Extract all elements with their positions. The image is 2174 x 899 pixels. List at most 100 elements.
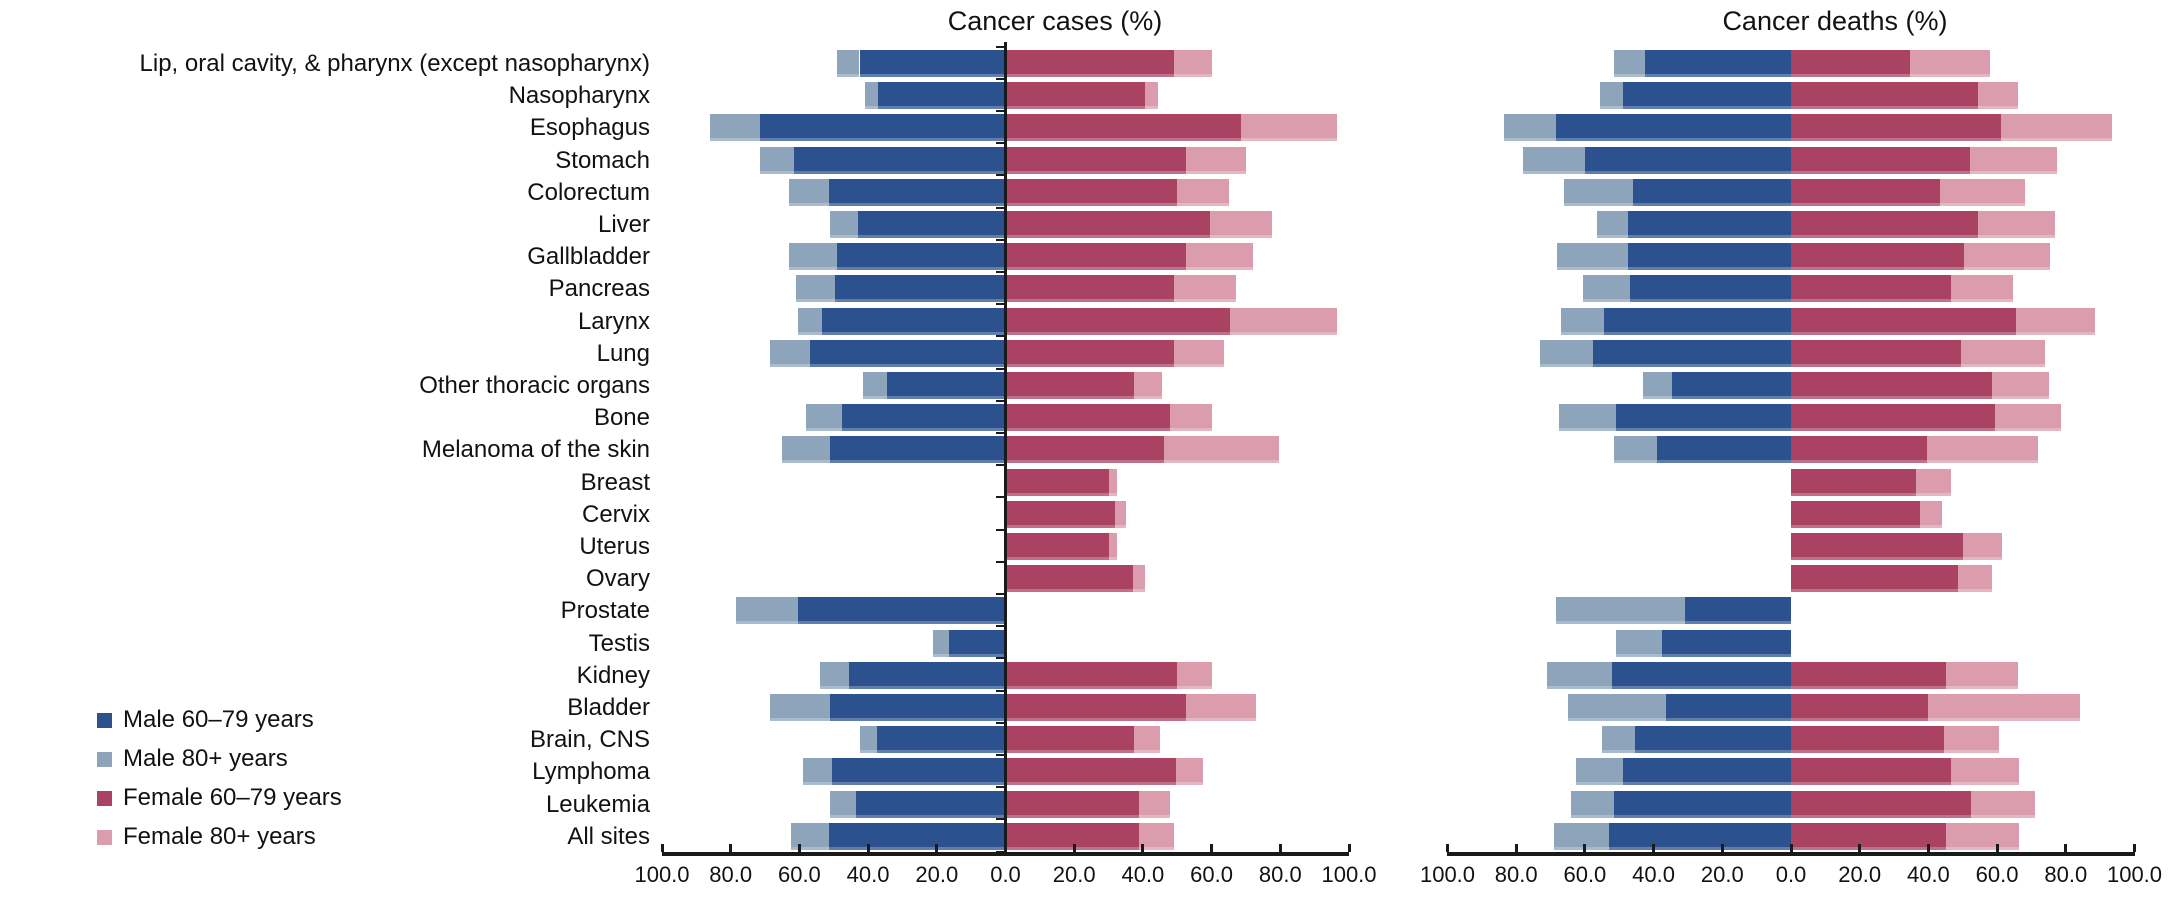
bar-female-80plus — [1108, 468, 1118, 496]
x-axis-tick — [1210, 844, 1214, 852]
bar-male-80plus — [1540, 339, 1594, 367]
bar-female-80plus — [1173, 275, 1236, 303]
bar-female-60-79 — [1005, 50, 1174, 77]
x-axis-tick — [1514, 844, 1518, 852]
bar-female-60-79 — [1005, 565, 1133, 593]
bar-male-80plus — [1583, 275, 1630, 303]
bar-female-60-79 — [1005, 726, 1135, 754]
bar-female-60-79 — [1791, 114, 2001, 142]
x-axis-tick — [729, 844, 733, 852]
bar-female-60-79 — [1791, 822, 1946, 850]
category-label: Colorectum — [527, 178, 650, 206]
bar-male-80plus — [770, 694, 831, 721]
bar-male-60-79 — [1615, 404, 1791, 432]
row-tick-stub — [996, 45, 1005, 48]
bar-female-60-79 — [1791, 758, 1951, 786]
category-label: Larynx — [577, 307, 650, 335]
row-tick-stub — [996, 303, 1005, 306]
bar-male-80plus — [830, 211, 858, 238]
x-axis-tick-label: 60.0 — [1563, 862, 1607, 887]
bar-male-80plus — [1614, 50, 1645, 77]
bar-female-80plus — [1139, 822, 1174, 850]
bar-male-60-79 — [830, 436, 1006, 464]
bar-male-80plus — [933, 629, 949, 657]
category-label: Leukemia — [545, 790, 650, 818]
bar-female-60-79 — [1791, 146, 1970, 174]
bar-male-60-79 — [837, 243, 1006, 271]
x-axis-tick — [797, 844, 801, 852]
legend-label: Female 80+ years — [123, 823, 316, 850]
bar-female-60-79 — [1005, 468, 1109, 496]
bar-female-60-79 — [1005, 82, 1145, 110]
bar-male-80plus — [1557, 243, 1628, 271]
row-tick-stub — [996, 77, 1005, 80]
x-axis-tick-label: 80.0 — [1258, 862, 1302, 887]
bar-male-60-79 — [1672, 372, 1791, 399]
bar-male-60-79 — [886, 372, 1006, 399]
row-tick-stub — [996, 174, 1005, 177]
bar-male-60-79 — [1684, 597, 1791, 625]
bar-male-60-79 — [1614, 790, 1791, 818]
male-80-swatch-icon — [97, 752, 112, 767]
bar-female-80plus — [1971, 790, 2035, 818]
row-tick-stub — [996, 560, 1005, 563]
bar-female-80plus — [1991, 372, 2049, 399]
bar-female-80plus — [1950, 758, 2020, 786]
bar-male-80plus — [1564, 178, 1633, 206]
bar-female-80plus — [1177, 178, 1229, 206]
bar-female-60-79 — [1791, 307, 2016, 335]
bar-female-80plus — [1108, 533, 1118, 560]
category-label: Other thoracic organs — [419, 372, 650, 399]
x-axis-tick — [1347, 844, 1351, 852]
bar-female-80plus — [1940, 178, 2025, 206]
x-axis-tick-label: 0.0 — [990, 862, 1021, 887]
row-tick-stub — [996, 399, 1005, 402]
bar-female-60-79 — [1005, 661, 1178, 689]
bar-female-80plus — [1177, 661, 1212, 689]
bar-female-80plus — [1170, 404, 1212, 432]
bar-female-80plus — [1945, 822, 2020, 850]
bar-female-60-79 — [1005, 211, 1210, 238]
bar-female-80plus — [1163, 436, 1279, 464]
bar-female-80plus — [2015, 307, 2095, 335]
bar-female-60-79 — [1005, 339, 1174, 367]
bar-male-80plus — [830, 790, 857, 818]
bar-female-60-79 — [1005, 275, 1174, 303]
bar-male-60-79 — [1665, 694, 1791, 721]
bar-male-60-79 — [832, 758, 1006, 786]
x-axis-tick-label: 100.0 — [1321, 862, 1377, 887]
bar-male-60-79 — [1627, 243, 1791, 271]
bar-male-60-79 — [876, 726, 1006, 754]
bar-male-80plus — [806, 404, 843, 432]
bar-male-60-79 — [821, 307, 1006, 335]
bar-female-60-79 — [1791, 533, 1963, 560]
bar-female-60-79 — [1005, 404, 1171, 432]
x-axis-tick-label: 100.0 — [2106, 862, 2163, 887]
bar-female-60-79 — [1791, 790, 1972, 818]
bar-male-60-79 — [948, 629, 1006, 657]
bar-male-80plus — [797, 307, 822, 335]
bar-male-80plus — [790, 822, 829, 850]
bar-male-60-79 — [1584, 146, 1791, 174]
bar-female-80plus — [1173, 50, 1212, 77]
bar-male-80plus — [1615, 629, 1663, 657]
x-axis-tick — [866, 844, 870, 852]
bar-male-80plus — [710, 114, 760, 142]
bar-female-60-79 — [1005, 500, 1116, 528]
bar-male-80plus — [789, 178, 829, 206]
bar-male-80plus — [837, 50, 860, 77]
x-axis-tick-label: 20.0 — [1838, 862, 1882, 887]
category-label: Bladder — [567, 694, 650, 721]
bar-male-60-79 — [830, 694, 1006, 721]
bar-female-80plus — [1961, 339, 2046, 367]
bar-male-80plus — [770, 339, 810, 367]
bar-male-80plus — [820, 661, 850, 689]
x-axis-tick — [1652, 844, 1656, 852]
legend-label: Male 80+ years — [123, 745, 288, 772]
bar-male-80plus — [1559, 404, 1616, 432]
category-label: Ovary — [585, 565, 650, 593]
row-tick-stub — [996, 850, 1005, 853]
x-axis-tick — [1995, 844, 1999, 852]
bar-male-60-79 — [1603, 307, 1791, 335]
